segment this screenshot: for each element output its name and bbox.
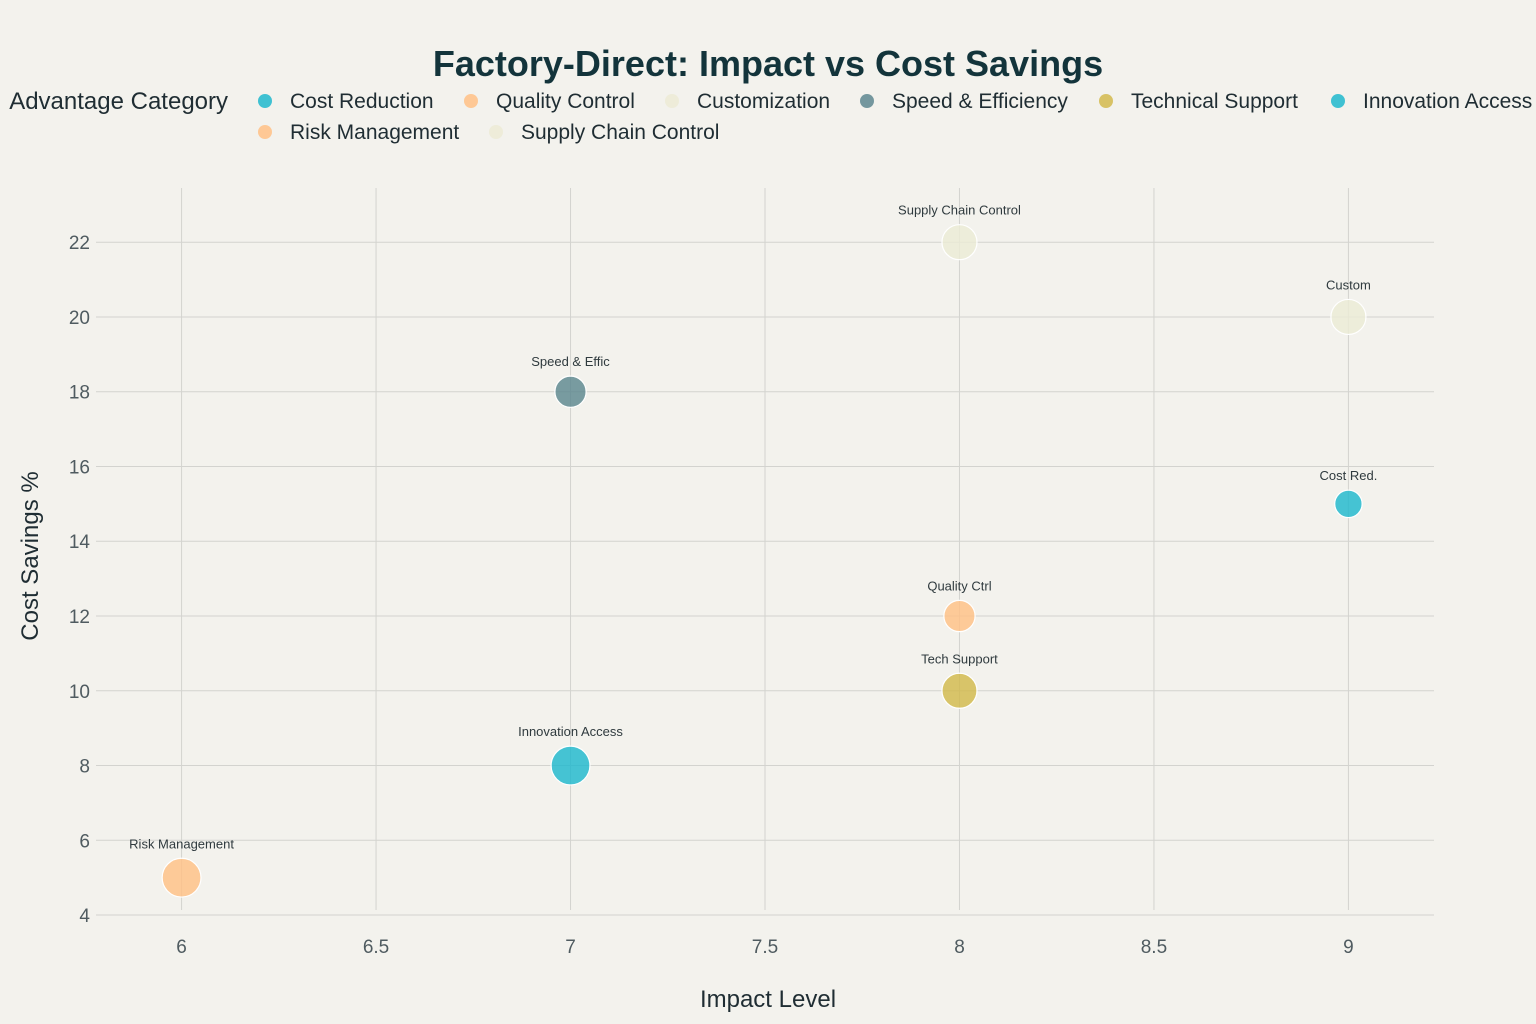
data-label: Innovation Access <box>518 724 623 739</box>
data-label: Cost Red. <box>1320 468 1378 483</box>
chart-title: Factory-Direct: Impact vs Cost Savings <box>433 43 1103 84</box>
legend-marker <box>464 94 478 108</box>
legend-marker <box>860 94 874 108</box>
legend-title: Advantage Category <box>9 88 228 115</box>
y-tick-label: 16 <box>69 457 90 478</box>
data-label: Custom <box>1326 277 1371 292</box>
legend-label[interactable]: Supply Chain Control <box>521 121 719 144</box>
data-point[interactable]: Cost Reduction <box>1334 489 1363 519</box>
data-point[interactable]: Quality Control <box>943 599 976 633</box>
y-tick-label: 18 <box>69 383 90 404</box>
data-label: Speed & Effic <box>531 354 610 369</box>
legend-marker <box>258 125 272 139</box>
data-point[interactable]: Speed & Efficiency <box>554 375 587 408</box>
grid <box>96 188 1434 916</box>
x-tick-label: 8 <box>954 937 965 958</box>
legend-label[interactable]: Speed & Efficiency <box>892 90 1068 113</box>
legend-marker <box>258 94 272 108</box>
legend-label[interactable]: Risk Management <box>290 121 459 144</box>
data-label: Supply Chain Control <box>898 203 1021 218</box>
legend-label[interactable]: Quality Control <box>496 90 635 113</box>
legend-marker <box>1099 94 1113 108</box>
x-tick-label: 6 <box>176 937 187 958</box>
data-point[interactable]: Innovation Access <box>550 745 591 786</box>
y-axis-title: Cost Savings % <box>17 471 44 640</box>
data-label: Risk Management <box>129 836 234 851</box>
data-point[interactable]: Customization <box>1330 298 1367 336</box>
y-tick-label: 12 <box>69 607 90 628</box>
data-point[interactable]: Supply Chain Control <box>941 224 978 261</box>
y-tick-label: 6 <box>79 831 90 852</box>
legend-label[interactable]: Technical Support <box>1131 90 1298 113</box>
y-tick-label: 20 <box>69 308 90 329</box>
legend-marker <box>1331 94 1345 108</box>
data-labels: Cost Red. Quality Ctrl Custom Speed & Effic… <box>129 203 1377 852</box>
y-tick-label: 4 <box>79 906 90 927</box>
legend-marker <box>665 94 679 108</box>
y-tick-label: 14 <box>69 532 91 553</box>
y-tick-label: 10 <box>69 682 90 703</box>
y-axis-ticks: 4 6 8 10 12 14 16 18 20 22 <box>69 233 91 927</box>
data-points: Cost Reduction Quality Control Customizati… <box>161 224 1367 898</box>
x-tick-label: 7 <box>565 937 576 958</box>
x-axis-ticks: 6 6.5 7 7.5 8 8.5 9 <box>176 937 1353 958</box>
data-label: Quality Ctrl <box>927 578 991 593</box>
x-tick-label: 7.5 <box>752 937 778 958</box>
legend-label[interactable]: Customization <box>697 90 830 113</box>
x-axis-title: Impact Level <box>700 986 836 1013</box>
legend-label[interactable]: Cost Reduction <box>290 90 434 113</box>
data-point[interactable]: Technical Support <box>941 672 978 709</box>
y-tick-label: 22 <box>69 233 90 254</box>
data-label: Tech Support <box>921 651 998 666</box>
y-tick-label: 8 <box>79 757 90 778</box>
x-tick-label: 6.5 <box>363 937 389 958</box>
legend-label[interactable]: Innovation Access <box>1363 90 1532 113</box>
x-tick-label: 9 <box>1343 937 1354 958</box>
legend-marker <box>489 125 503 139</box>
x-tick-label: 8.5 <box>1141 937 1167 958</box>
data-point[interactable]: Risk Management <box>161 857 202 898</box>
legend: Cost Reduction Quality Control Customizati… <box>258 90 1532 144</box>
